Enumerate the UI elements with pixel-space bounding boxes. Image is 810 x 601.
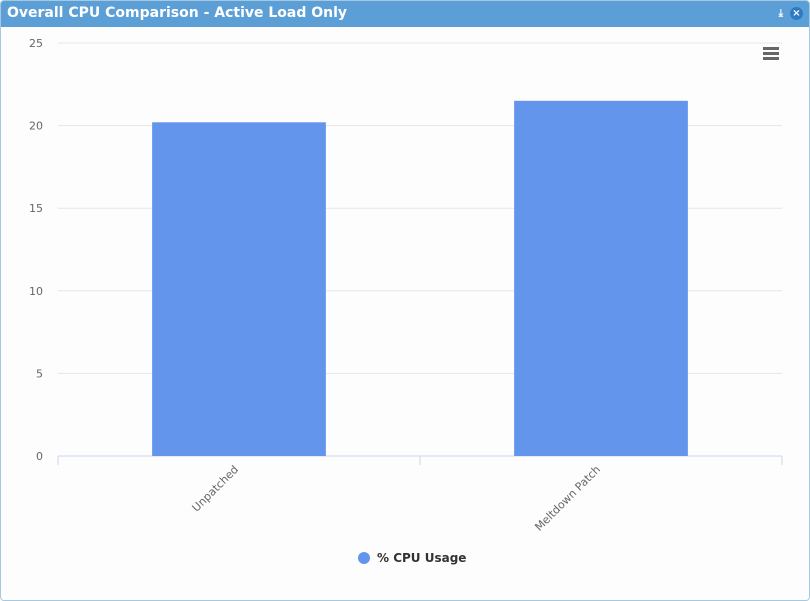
bar	[152, 122, 326, 457]
x-tick-label: Meltdown Patch	[532, 463, 603, 534]
title-bar: Overall CPU Comparison - Active Load Onl…	[1, 1, 809, 27]
y-tick-label: 20	[29, 120, 43, 133]
window-title: Overall CPU Comparison - Active Load Onl…	[7, 5, 348, 21]
y-tick-label: 0	[36, 450, 43, 463]
chart: 0 5 10 15 20 25 Unpatched Meltdown Patch % CPU U…	[29, 37, 783, 565]
y-tick-label: 15	[29, 202, 43, 215]
bar	[514, 100, 688, 456]
y-tick-label: 5	[36, 367, 43, 380]
menu-button[interactable]	[763, 47, 779, 60]
x-tick-label: Unpatched	[190, 463, 242, 515]
legend-label: % CPU Usage	[377, 551, 466, 565]
download-button[interactable]: ⤓	[778, 8, 783, 19]
y-tick-label: 10	[29, 285, 43, 298]
close-button[interactable]: ×	[790, 7, 803, 20]
y-tick-label: 25	[29, 37, 43, 50]
legend-marker	[358, 552, 370, 564]
